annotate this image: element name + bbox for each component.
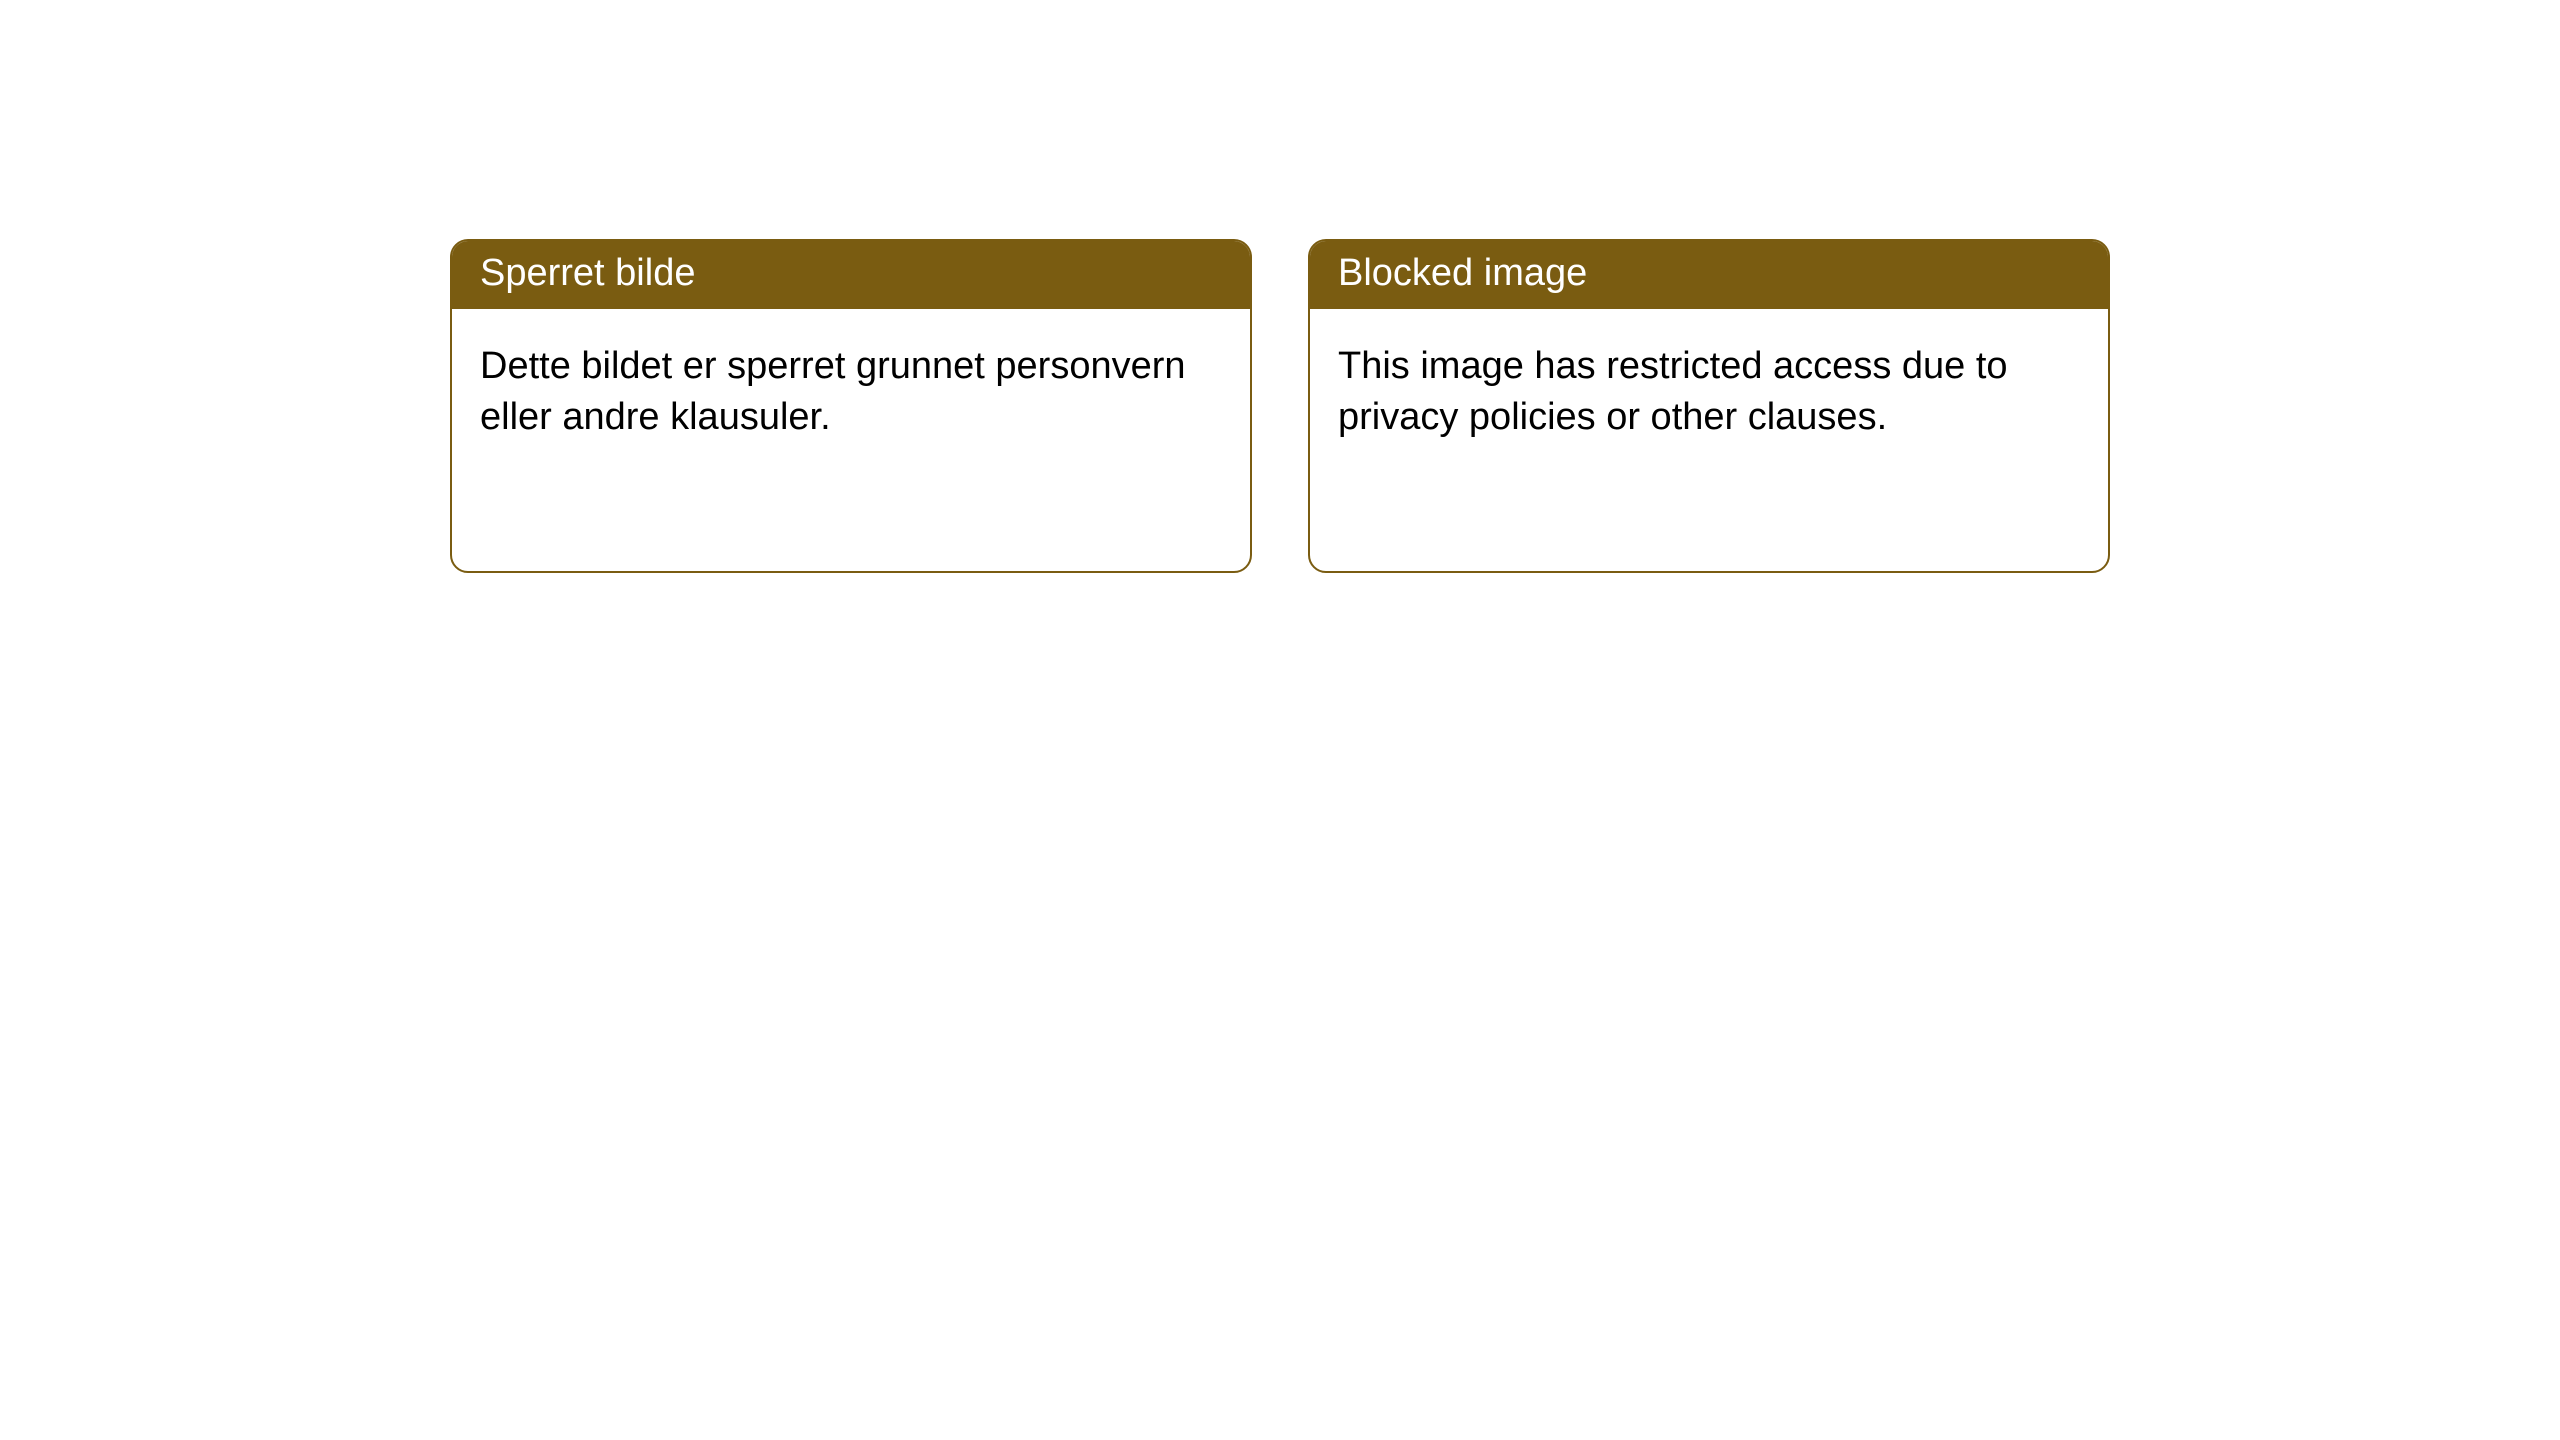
card-body-en: This image has restricted access due to … — [1310, 309, 2108, 476]
card-body-no: Dette bildet er sperret grunnet personve… — [452, 309, 1250, 476]
blocked-image-card-no: Sperret bilde Dette bildet er sperret gr… — [450, 239, 1252, 573]
card-container: Sperret bilde Dette bildet er sperret gr… — [0, 0, 2560, 573]
card-header-no: Sperret bilde — [452, 241, 1250, 309]
blocked-image-card-en: Blocked image This image has restricted … — [1308, 239, 2110, 573]
card-header-en: Blocked image — [1310, 241, 2108, 309]
